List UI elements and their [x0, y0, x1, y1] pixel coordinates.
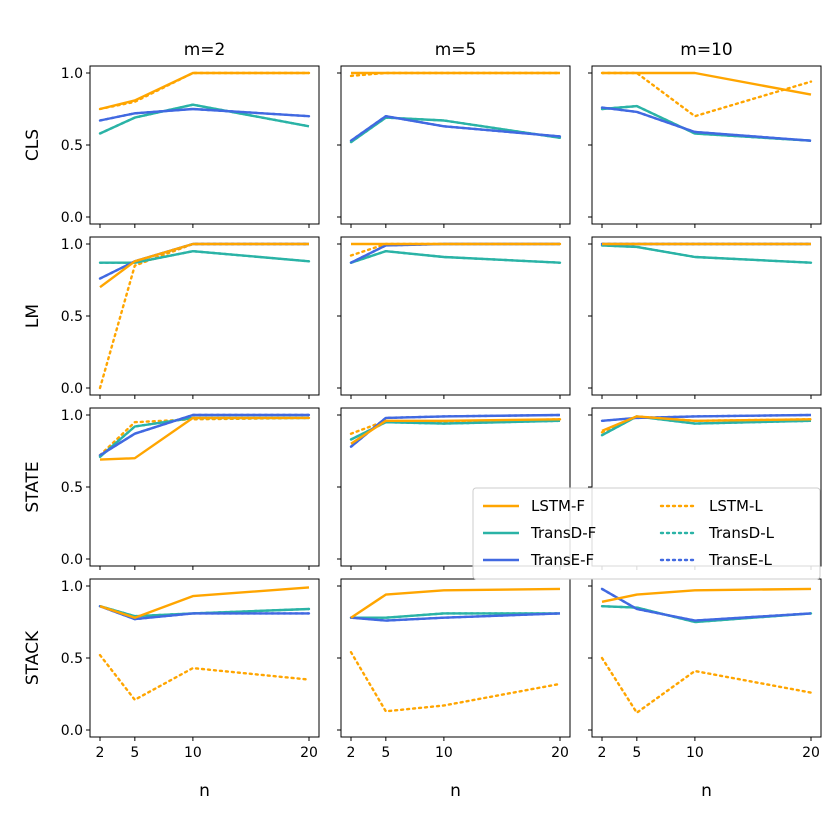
series-line-transe-f [601, 587, 812, 622]
panel-frame [340, 65, 571, 225]
x-tick-label: 10 [435, 745, 453, 761]
series-line-lstm-l [349, 242, 562, 257]
panel-cls-m10 [588, 65, 822, 228]
legend-label-lstm-f: LSTM-F [531, 497, 585, 515]
y-tick-label: 0.5 [61, 138, 83, 154]
x-axis-label: n [450, 781, 461, 801]
y-tick-label: 1.0 [61, 408, 83, 424]
series-line-lstm-l [98, 71, 311, 111]
panel-stack-m5: 2 5 10 20 [337, 578, 571, 761]
series-line-transe-l [98, 242, 311, 280]
y-tick-label: 0.5 [61, 651, 83, 667]
panel-state-m5 [337, 407, 571, 570]
x-tick-label: 20 [802, 745, 820, 761]
panel-state-m2: 0.0 0.5 1.0 [61, 407, 320, 570]
y-tick-label: 0.0 [61, 552, 83, 568]
panel-grid: 0.0 0.5 1.0 0.0 0.5 1.0 0.0 0.5 1.0 0.0 0.5 1.0 2 5 10… [23, 40, 822, 801]
panel-cls-m2: 0.0 0.5 1.0 [61, 65, 320, 228]
series-line-lstm-f [99, 416, 309, 461]
series-line-transe-f [601, 413, 812, 422]
series-line-transd-f [601, 244, 812, 264]
x-tick-label: 5 [381, 745, 390, 761]
y-tick-label: 1.0 [61, 237, 83, 253]
x-tick-label: 2 [598, 745, 607, 761]
series-line-lstm-l [98, 653, 311, 701]
x-axis-label: n [701, 781, 712, 801]
panel-frame [89, 578, 320, 738]
series-line-transe-f [350, 114, 561, 142]
column-title: m=2 [184, 40, 226, 60]
series-line-lstm-f [601, 587, 812, 603]
series-line-transd-f [350, 249, 561, 264]
x-tick-label: 20 [300, 745, 318, 761]
row-label: LM [23, 304, 43, 328]
x-tick-label: 5 [632, 745, 641, 761]
x-tick-label: 2 [347, 745, 356, 761]
x-tick-label: 10 [686, 745, 704, 761]
series-line-lstm-l [349, 651, 562, 713]
series-line-lstm-l [600, 71, 813, 118]
y-tick-label: 0.5 [61, 480, 83, 496]
row-label: STATE [23, 461, 43, 512]
series-line-transd-f [351, 612, 560, 619]
series-line-transe-f [601, 106, 812, 142]
x-tick-label: 20 [551, 745, 569, 761]
legend-label-lstm-l: LSTM-L [709, 497, 763, 515]
panel-frame [89, 65, 320, 225]
series-line-transd-f [601, 415, 812, 437]
x-tick-label: 2 [96, 745, 105, 761]
series-line-lstm-f [601, 415, 812, 432]
panel-stack-m10: 2 5 10 20 [588, 578, 822, 761]
series-line-lstm-f [99, 586, 310, 619]
y-tick-label: 0.0 [61, 381, 83, 397]
y-tick-label: 0.0 [61, 723, 83, 739]
panel-lm-m2: 0.0 0.5 1.0 [61, 236, 320, 399]
column-title: m=10 [680, 40, 732, 60]
series-line-lstm-l [98, 242, 311, 390]
panel-frame [89, 407, 320, 567]
row-label: CLS [23, 129, 43, 161]
panel-stack-m2: 0.0 0.5 1.0 2 5 10 20 [61, 578, 320, 761]
x-tick-label: 10 [184, 745, 202, 761]
column-title: m=5 [435, 40, 477, 60]
panel-cls-m5 [337, 65, 571, 228]
series-line-lstm-f [350, 587, 561, 619]
series-line-transd-f [99, 416, 309, 458]
panel-lm-m5 [337, 236, 571, 399]
y-tick-label: 0.5 [61, 309, 83, 325]
row-label: STACK [23, 630, 43, 685]
legend-label-transd-l: TransD-L [708, 524, 775, 542]
series-line-transd-f [99, 605, 310, 618]
series-line-lstm-f [99, 242, 309, 289]
series-line-transd-f [350, 116, 561, 144]
y-tick-label: 1.0 [61, 579, 83, 595]
legend-label-transe-l: TransE-L [708, 551, 773, 569]
panel-frame [89, 236, 320, 396]
y-tick-label: 1.0 [61, 66, 83, 82]
y-tick-label: 0.0 [61, 210, 83, 226]
panel-state-m10 [588, 407, 822, 570]
series-line-transe-f [99, 242, 309, 280]
series-line-lstm-f [350, 418, 561, 445]
series-line-lstm-f [602, 71, 812, 96]
series-line-transe-f [99, 413, 309, 457]
series-line-transe-f [99, 107, 310, 122]
legend-label-transd-f: TransD-F [530, 524, 596, 542]
x-axis-label: n [199, 781, 210, 801]
series-line-transd-l [98, 416, 311, 458]
x-tick-label: 5 [130, 745, 139, 761]
legend-box [472, 487, 821, 580]
series-line-transe-f [350, 612, 561, 622]
series-line-lstm-l [600, 656, 813, 714]
panel-lm-m10 [588, 236, 822, 399]
series-line-lstm-f [99, 71, 309, 111]
series-line-transd-f [100, 249, 310, 264]
legend: LSTM-F LSTM-L TransD-F TransD-L TransE-F Tran… [472, 487, 821, 580]
legend-label-transe-f: TransE-F [530, 551, 594, 569]
